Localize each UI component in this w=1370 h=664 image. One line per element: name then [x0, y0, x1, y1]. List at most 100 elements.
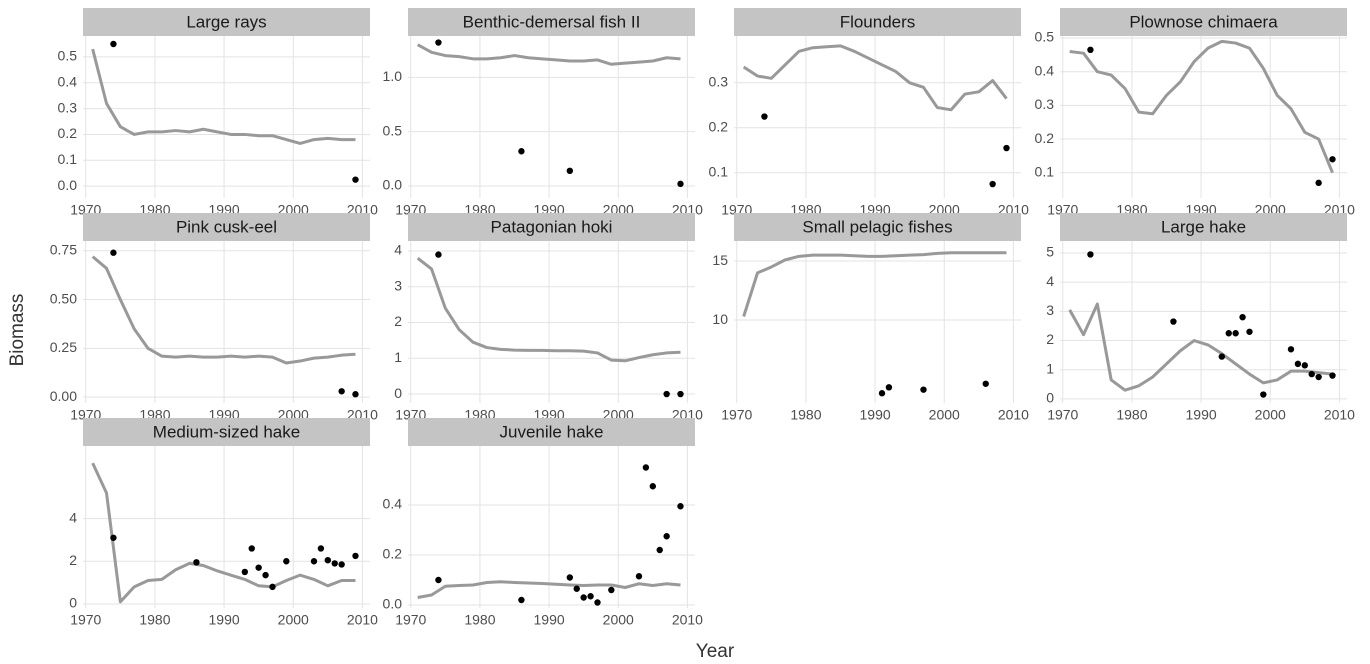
observation-point: [1287, 346, 1295, 353]
observation-point: [262, 571, 269, 579]
model-line: [417, 580, 681, 599]
model-line: [416, 256, 681, 363]
y-tick-label: 0.2: [709, 119, 729, 135]
strip: [408, 8, 695, 36]
x-tick-label: 1980: [139, 612, 170, 628]
x-axis-title: Year: [696, 641, 735, 662]
y-tick-label: 10: [712, 311, 728, 327]
observation-point: [989, 180, 996, 188]
y-tick-label: 0.2: [383, 546, 403, 562]
y-tick-label: 0.25: [50, 339, 77, 355]
model-line: [91, 462, 356, 604]
observation-point: [1308, 370, 1315, 378]
x-tick-label: 2010: [998, 407, 1029, 423]
observation-point: [1315, 373, 1322, 381]
model-line: [91, 48, 356, 145]
y-tick-label: 0.4: [1035, 62, 1055, 78]
observation-point: [677, 503, 684, 510]
x-tick-label: 1990: [209, 612, 240, 628]
observation-point: [594, 599, 601, 606]
y-tick-label: 2: [1046, 331, 1054, 347]
y-tick-label: 1.0: [383, 68, 403, 84]
observation-point: [566, 574, 574, 581]
y-tick-label: 4: [69, 509, 77, 525]
panel-title: Plownose chimaera: [1129, 12, 1278, 31]
observation-point: [573, 585, 580, 592]
panel-title: Pink cusk-eel: [176, 217, 277, 236]
observation-point: [1329, 156, 1336, 163]
y-tick-label: 3: [394, 277, 402, 293]
model-line: [416, 43, 681, 66]
observation-point: [1218, 353, 1226, 360]
observation-point: [1087, 251, 1094, 258]
observation-point: [435, 251, 442, 258]
observation-point: [677, 180, 684, 188]
observation-point: [1170, 318, 1177, 325]
observation-point: [1239, 313, 1246, 321]
panel-title: Juvenile hake: [500, 422, 604, 441]
observation-point: [331, 560, 338, 567]
observation-point: [1087, 46, 1094, 54]
model-line: [1068, 302, 1333, 392]
observation-point: [338, 388, 345, 395]
y-tick-label: 15: [712, 252, 728, 268]
observation-point: [110, 40, 117, 48]
y-tick-label: 0.2: [58, 125, 78, 141]
observation-point: [580, 594, 587, 601]
observation-point: [878, 390, 886, 397]
observation-point: [352, 391, 359, 398]
observation-point: [255, 564, 262, 571]
observation-point: [920, 386, 927, 393]
strip: [1060, 213, 1347, 241]
observation-point: [885, 384, 893, 391]
y-tick-label: 0.5: [383, 122, 403, 138]
observation-point: [663, 390, 670, 398]
x-tick-label: 2000: [929, 407, 960, 423]
x-tick-label: 1990: [1186, 407, 1217, 423]
y-tick-label: 0: [1046, 390, 1054, 406]
y-tick-label: 0.1: [1035, 163, 1055, 179]
observation-point: [324, 556, 332, 564]
model-line: [91, 255, 356, 365]
observation-point: [241, 568, 249, 576]
y-tick-label: 0.5: [1035, 29, 1055, 45]
x-tick-label: 2000: [278, 612, 309, 628]
observation-point: [642, 464, 650, 471]
observation-point: [248, 545, 255, 552]
y-tick-label: 4: [394, 242, 402, 258]
strip: [83, 8, 370, 36]
y-tick-label: 0.4: [58, 73, 78, 89]
observation-point: [656, 546, 663, 554]
y-tick-label: 0.50: [50, 290, 77, 306]
x-tick-label: 1970: [70, 612, 101, 628]
strip: [1060, 8, 1347, 36]
observation-point: [435, 39, 442, 46]
observation-point: [649, 483, 657, 490]
observation-point: [518, 148, 525, 155]
y-tick-label: 0.00: [50, 388, 77, 404]
strip: [734, 213, 1021, 241]
observation-point: [635, 573, 643, 580]
observation-point: [1246, 328, 1253, 335]
observation-point: [566, 167, 574, 175]
x-tick-label: 1990: [534, 612, 565, 628]
observation-point: [310, 558, 318, 565]
observation-point: [352, 176, 359, 183]
y-tick-label: 4: [1046, 273, 1054, 289]
x-tick-label: 1970: [1047, 407, 1078, 423]
x-tick-label: 1980: [464, 612, 495, 628]
observation-point: [761, 113, 768, 120]
observation-point: [317, 545, 325, 552]
observation-point: [587, 593, 594, 600]
observation-point: [193, 559, 200, 566]
observation-point: [338, 561, 345, 568]
strip: [734, 8, 1021, 36]
strip: [83, 418, 370, 446]
observation-point: [518, 596, 525, 604]
y-tick-label: 0.75: [50, 241, 77, 257]
y-tick-label: 3: [1046, 302, 1054, 318]
observation-point: [1315, 179, 1322, 187]
model-line: [742, 251, 1007, 317]
y-axis-title: Biomass: [7, 294, 28, 367]
